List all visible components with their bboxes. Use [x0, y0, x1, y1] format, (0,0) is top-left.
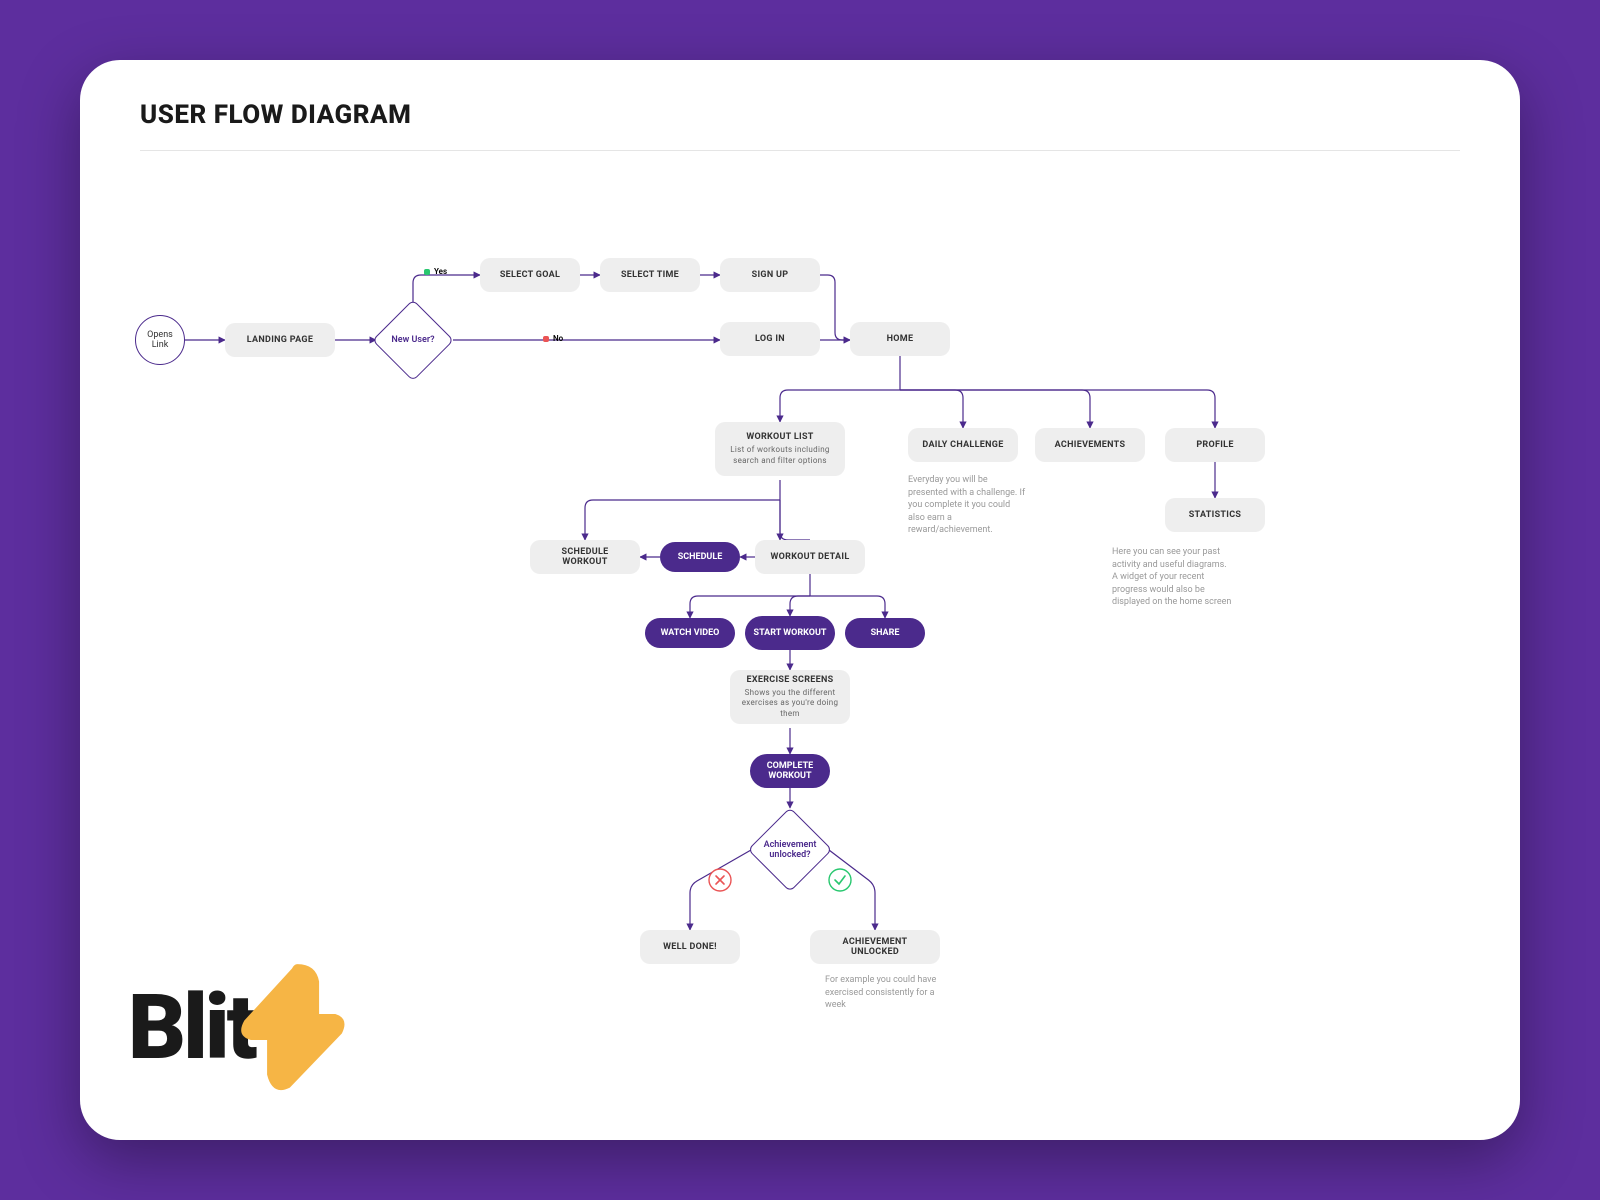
- node-log_in: LOG IN: [720, 322, 820, 356]
- diagram-card: USER FLOW DIAGRAM YesNoOpens LinkLANDING…: [80, 60, 1520, 1140]
- note-profile_note: Here you can see your past activity and …: [1112, 546, 1232, 609]
- node-achievement_q: Achievement unlocked?: [748, 808, 832, 892]
- logo: Blit: [128, 962, 347, 1092]
- node-workout_list: WORKOUT LISTList of workouts including s…: [715, 422, 845, 476]
- node-daily_challenge: DAILY CHALLENGE: [908, 428, 1018, 462]
- bolt-icon: [237, 962, 347, 1092]
- node-watch_video: WATCH VIDEO: [645, 618, 735, 648]
- node-new_user: New User?: [373, 300, 453, 380]
- node-workout_detail: WORKOUT DETAIL: [755, 540, 865, 574]
- note-daily_note: Everyday you will be presented with a ch…: [908, 474, 1028, 537]
- node-well_done: WELL DONE!: [640, 930, 740, 964]
- node-schedule_workout: SCHEDULE WORKOUT: [530, 540, 640, 574]
- node-sign_up: SIGN UP: [720, 258, 820, 292]
- node-home: HOME: [850, 322, 950, 356]
- node-achievement_unl: ACHIEVEMENT UNLOCKED: [810, 930, 940, 964]
- node-landing: LANDING PAGE: [225, 323, 335, 357]
- node-label: New User?: [391, 335, 434, 345]
- node-achievements: ACHIEVEMENTS: [1035, 428, 1145, 462]
- node-statistics: STATISTICS: [1165, 498, 1265, 532]
- node-label: Achievement unlocked?: [756, 840, 824, 860]
- node-select_goal: SELECT GOAL: [480, 258, 580, 292]
- node-profile: PROFILE: [1165, 428, 1265, 462]
- node-complete_workout: COMPLETE WORKOUT: [750, 754, 830, 788]
- node-select_time: SELECT TIME: [600, 258, 700, 292]
- note-unlock_note: For example you could have exercised con…: [825, 974, 945, 1012]
- node-share: SHARE: [845, 618, 925, 648]
- node-exercise_screens: EXERCISE SCREENSShows you the different …: [730, 670, 850, 724]
- node-start_workout: START WORKOUT: [745, 616, 835, 650]
- node-opens_link: Opens Link: [135, 315, 185, 365]
- node-schedule: SCHEDULE: [660, 542, 740, 572]
- yes-label: Yes: [424, 267, 447, 276]
- no-label: No: [543, 334, 563, 343]
